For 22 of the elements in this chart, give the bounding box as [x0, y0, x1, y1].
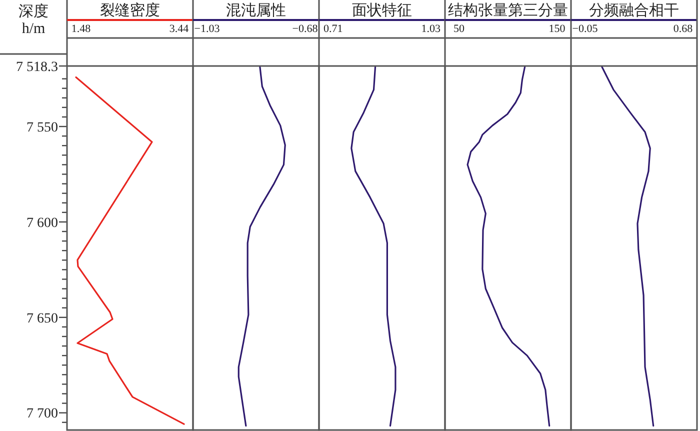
chart-title: 混沌属性 — [226, 2, 286, 19]
x-tick-label: 1.03 — [421, 23, 442, 35]
chart-title: 面状特征 — [352, 2, 412, 19]
y-tick-label: 7 600 — [26, 216, 58, 231]
x-tick-label: 150 — [548, 23, 566, 35]
x-tick-label: 50 — [454, 23, 466, 35]
x-tick-label: 3.44 — [169, 23, 190, 35]
x-tick-label: −0.05 — [572, 23, 598, 35]
y-axis-title: 深度 h/m — [18, 3, 48, 37]
y-tick-label: 7 550 — [26, 120, 58, 136]
x-tick-label: 0.68 — [673, 23, 694, 35]
x-tick-label: −1.03 — [194, 23, 220, 35]
x-tick-label: −0.68 — [292, 23, 318, 35]
x-tick-label: 0.71 — [323, 23, 343, 35]
line-series — [75, 76, 185, 425]
x-tick-label: 1.48 — [71, 23, 92, 35]
y-tick-label: 7 700 — [26, 406, 58, 422]
chart-title: 裂缝密度 — [100, 2, 160, 19]
y-tick-label: 7 518.3 — [16, 60, 58, 75]
chart-title: 分频融合相干 — [589, 2, 679, 19]
y-tick-label: 7 650 — [26, 311, 58, 326]
chart-title: 结构张量第三分量 — [448, 2, 568, 19]
